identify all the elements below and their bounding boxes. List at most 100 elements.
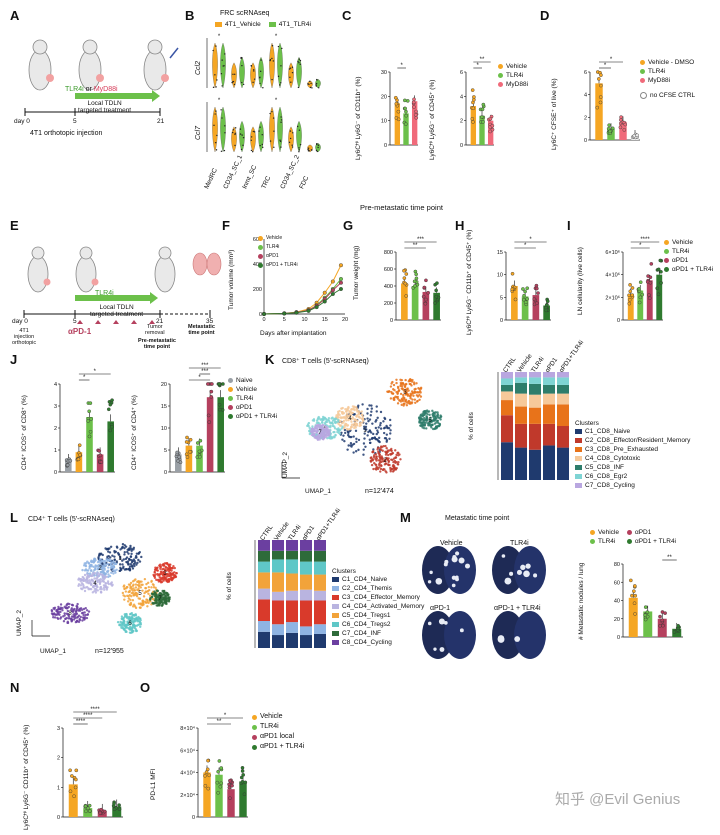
umap-point bbox=[359, 421, 362, 425]
x-tick-label: 0 bbox=[262, 317, 265, 323]
significance-stars: *** bbox=[201, 363, 209, 369]
umap-point bbox=[141, 589, 144, 592]
umap-point bbox=[393, 465, 396, 468]
umap-point bbox=[135, 629, 139, 633]
umap-point bbox=[337, 416, 340, 419]
lung-lobe bbox=[514, 546, 546, 594]
data-point bbox=[117, 807, 122, 811]
panel-label-h: H bbox=[455, 218, 465, 233]
umap-point bbox=[89, 564, 92, 567]
data-point bbox=[188, 437, 193, 442]
umap-point bbox=[133, 579, 136, 582]
umap-point bbox=[411, 398, 414, 401]
umap-point bbox=[73, 607, 76, 611]
umap-point bbox=[394, 449, 397, 452]
data-point bbox=[84, 809, 88, 814]
violin-point bbox=[299, 143, 302, 146]
umap-point bbox=[128, 569, 132, 572]
data-point bbox=[404, 109, 408, 114]
umap-point bbox=[163, 562, 166, 565]
data-point bbox=[488, 116, 493, 121]
umap-point bbox=[370, 463, 374, 467]
y-tick-label: 0 bbox=[384, 143, 387, 149]
umap-point bbox=[388, 437, 391, 440]
stacked-segment bbox=[286, 573, 298, 591]
umap-point bbox=[340, 427, 343, 430]
umap-point bbox=[344, 408, 347, 411]
panel-a-day5: 5 bbox=[73, 118, 77, 125]
violin-point bbox=[253, 69, 255, 71]
umap-point bbox=[65, 616, 69, 620]
violin-point bbox=[280, 119, 283, 121]
umap-point bbox=[331, 416, 334, 419]
data-point bbox=[106, 407, 111, 412]
violin-point bbox=[279, 140, 282, 143]
umap-point bbox=[119, 557, 122, 560]
data-point bbox=[404, 294, 409, 298]
umap-point bbox=[126, 620, 129, 623]
panel-j-legend-tlr4i: TLR4i bbox=[228, 394, 277, 403]
umap-point bbox=[78, 577, 82, 581]
significance-stars: * bbox=[476, 63, 479, 69]
cluster-label: C5_CD8_INF bbox=[585, 464, 625, 472]
data-point bbox=[87, 809, 92, 813]
data-point bbox=[338, 263, 343, 268]
umap-point bbox=[127, 590, 130, 594]
bar bbox=[217, 397, 224, 472]
umap-point bbox=[410, 390, 414, 393]
panel-e-box: Local TDLN targeted treatment bbox=[90, 304, 144, 319]
umap-point bbox=[316, 438, 320, 441]
data-point bbox=[630, 593, 634, 598]
umap-point bbox=[135, 591, 138, 595]
data-point bbox=[522, 297, 526, 302]
y-tick-label: 0 bbox=[57, 815, 60, 821]
umap-point bbox=[131, 567, 135, 570]
y-tick-label: 0 bbox=[259, 312, 262, 318]
umap-point bbox=[375, 410, 378, 413]
metastatic-nodule bbox=[438, 618, 445, 625]
umap-point bbox=[354, 429, 358, 433]
violin-point bbox=[307, 147, 310, 149]
umap-point bbox=[357, 438, 361, 442]
panel-b-title: FRC scRNAseq bbox=[220, 10, 270, 17]
data-point bbox=[396, 117, 401, 122]
data-point bbox=[403, 98, 407, 103]
violin-point bbox=[260, 59, 262, 61]
significance-stars: **** bbox=[90, 707, 100, 713]
violin-point bbox=[315, 85, 317, 87]
data-point bbox=[403, 106, 407, 111]
umap-point bbox=[385, 446, 388, 450]
cluster-legend-item: C1_CD8_Naive bbox=[575, 427, 690, 436]
data-point bbox=[206, 758, 210, 763]
violin-point bbox=[289, 137, 292, 140]
violin-point bbox=[214, 74, 216, 76]
umap-point bbox=[410, 384, 413, 387]
umap-point bbox=[128, 603, 131, 606]
umap-point bbox=[122, 619, 126, 623]
stacked-segment bbox=[300, 589, 312, 601]
violin-point bbox=[291, 144, 293, 146]
significance-stars: ** bbox=[667, 555, 672, 561]
significance-stars: *** bbox=[417, 237, 425, 243]
umap-point bbox=[347, 444, 350, 447]
umap-point bbox=[81, 608, 84, 611]
data-point bbox=[216, 791, 220, 795]
metastatic-nodule bbox=[504, 577, 512, 585]
data-point bbox=[204, 770, 209, 774]
umap-point bbox=[144, 590, 148, 593]
stacked-segment bbox=[543, 377, 555, 385]
umap-point bbox=[347, 419, 350, 422]
violin-point bbox=[269, 140, 272, 142]
umap-point bbox=[76, 602, 79, 606]
umap-point bbox=[421, 415, 424, 418]
umap-point bbox=[128, 631, 132, 634]
panel-j-chart-2: 0 5 10 15 20 ******* bbox=[161, 363, 225, 476]
umap-point bbox=[388, 418, 392, 422]
umap-point bbox=[83, 589, 87, 593]
umap-point bbox=[320, 420, 324, 424]
cluster-label: C7_CD4_INF bbox=[342, 630, 382, 638]
umap-point bbox=[129, 612, 132, 616]
stacked-segment bbox=[515, 393, 527, 407]
umap-point bbox=[144, 586, 148, 590]
violin-point bbox=[315, 149, 318, 152]
